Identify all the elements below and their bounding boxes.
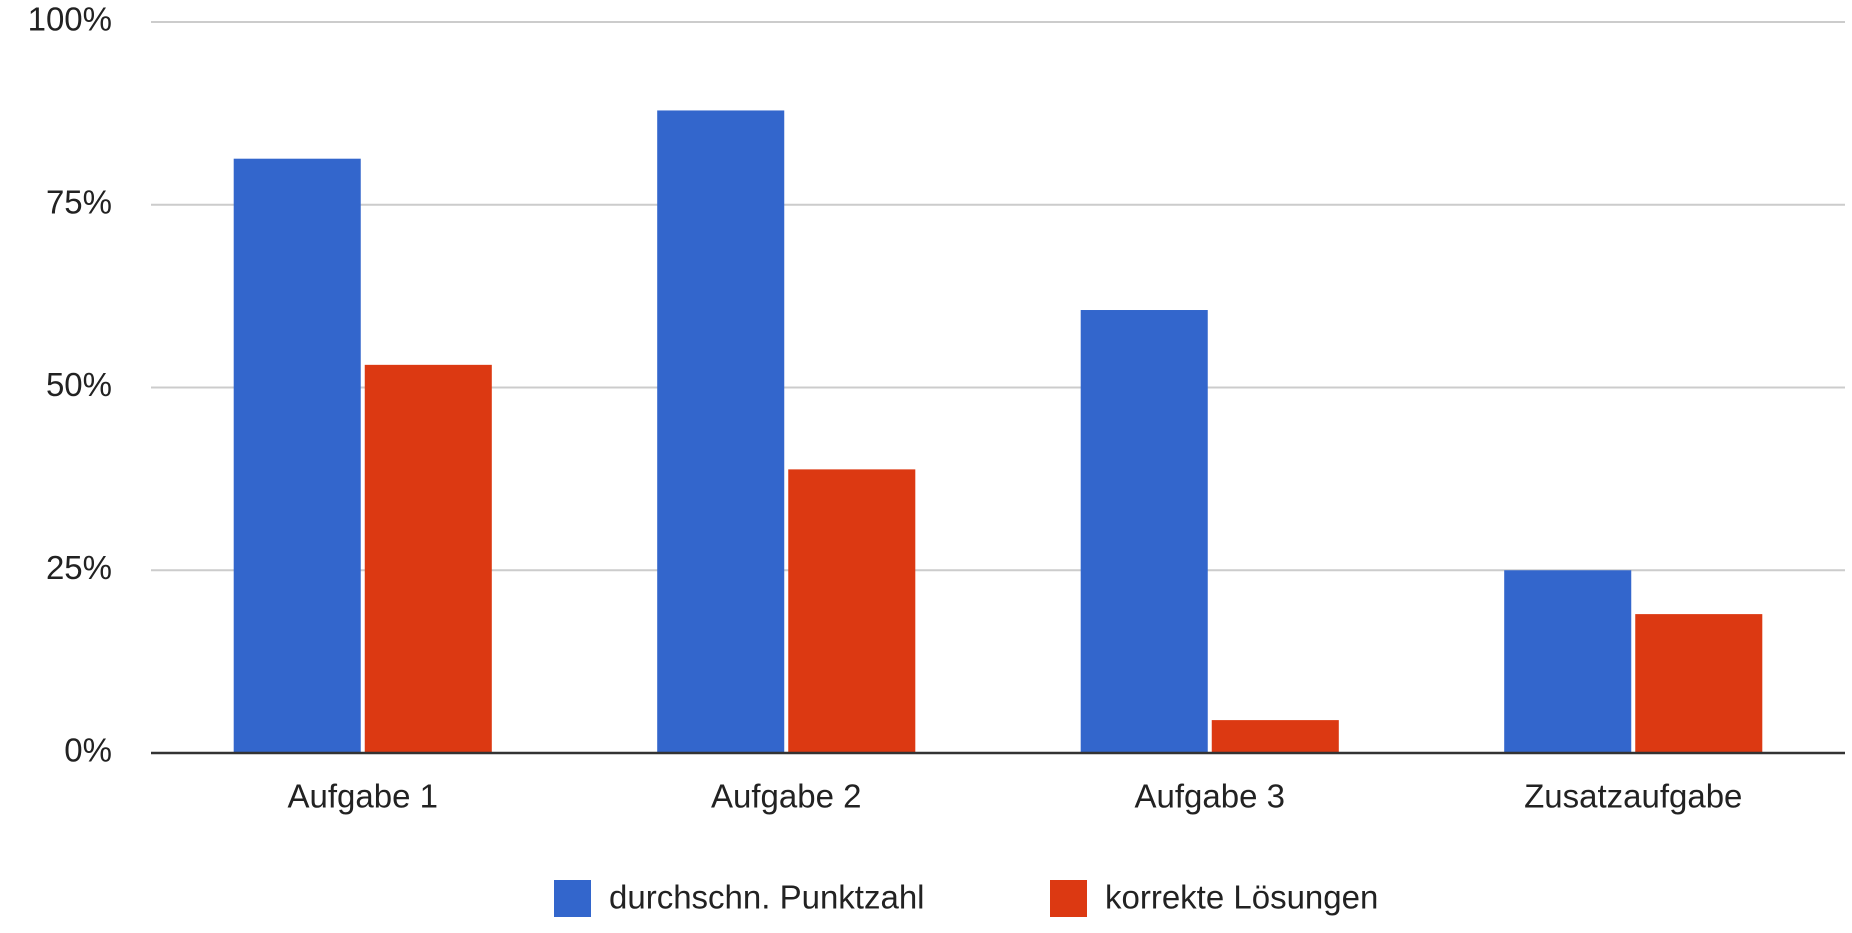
y-tick-label: 75% [46,183,112,220]
bar [1635,614,1763,753]
y-tick-label: 0% [64,732,112,769]
x-tick-label: Aufgabe 2 [711,778,861,815]
bar [364,364,492,753]
legend-label: durchschn. Punktzahl [609,879,925,916]
bar [233,158,361,753]
legend-swatch [1050,880,1087,917]
x-tick-label: Aufgabe 3 [1135,778,1285,815]
legend-label: korrekte Lösungen [1105,879,1378,916]
bar [1080,310,1208,753]
bar [1211,720,1339,753]
x-tick-label: Aufgabe 1 [288,778,438,815]
y-tick-label: 25% [46,549,112,586]
y-tick-label: 100% [28,1,112,38]
legend-swatch [554,880,591,917]
bar [657,110,785,754]
y-tick-label: 50% [46,366,112,403]
x-tick-label: Zusatzaufgabe [1524,778,1742,815]
bar [788,469,916,753]
bar [1504,570,1632,753]
